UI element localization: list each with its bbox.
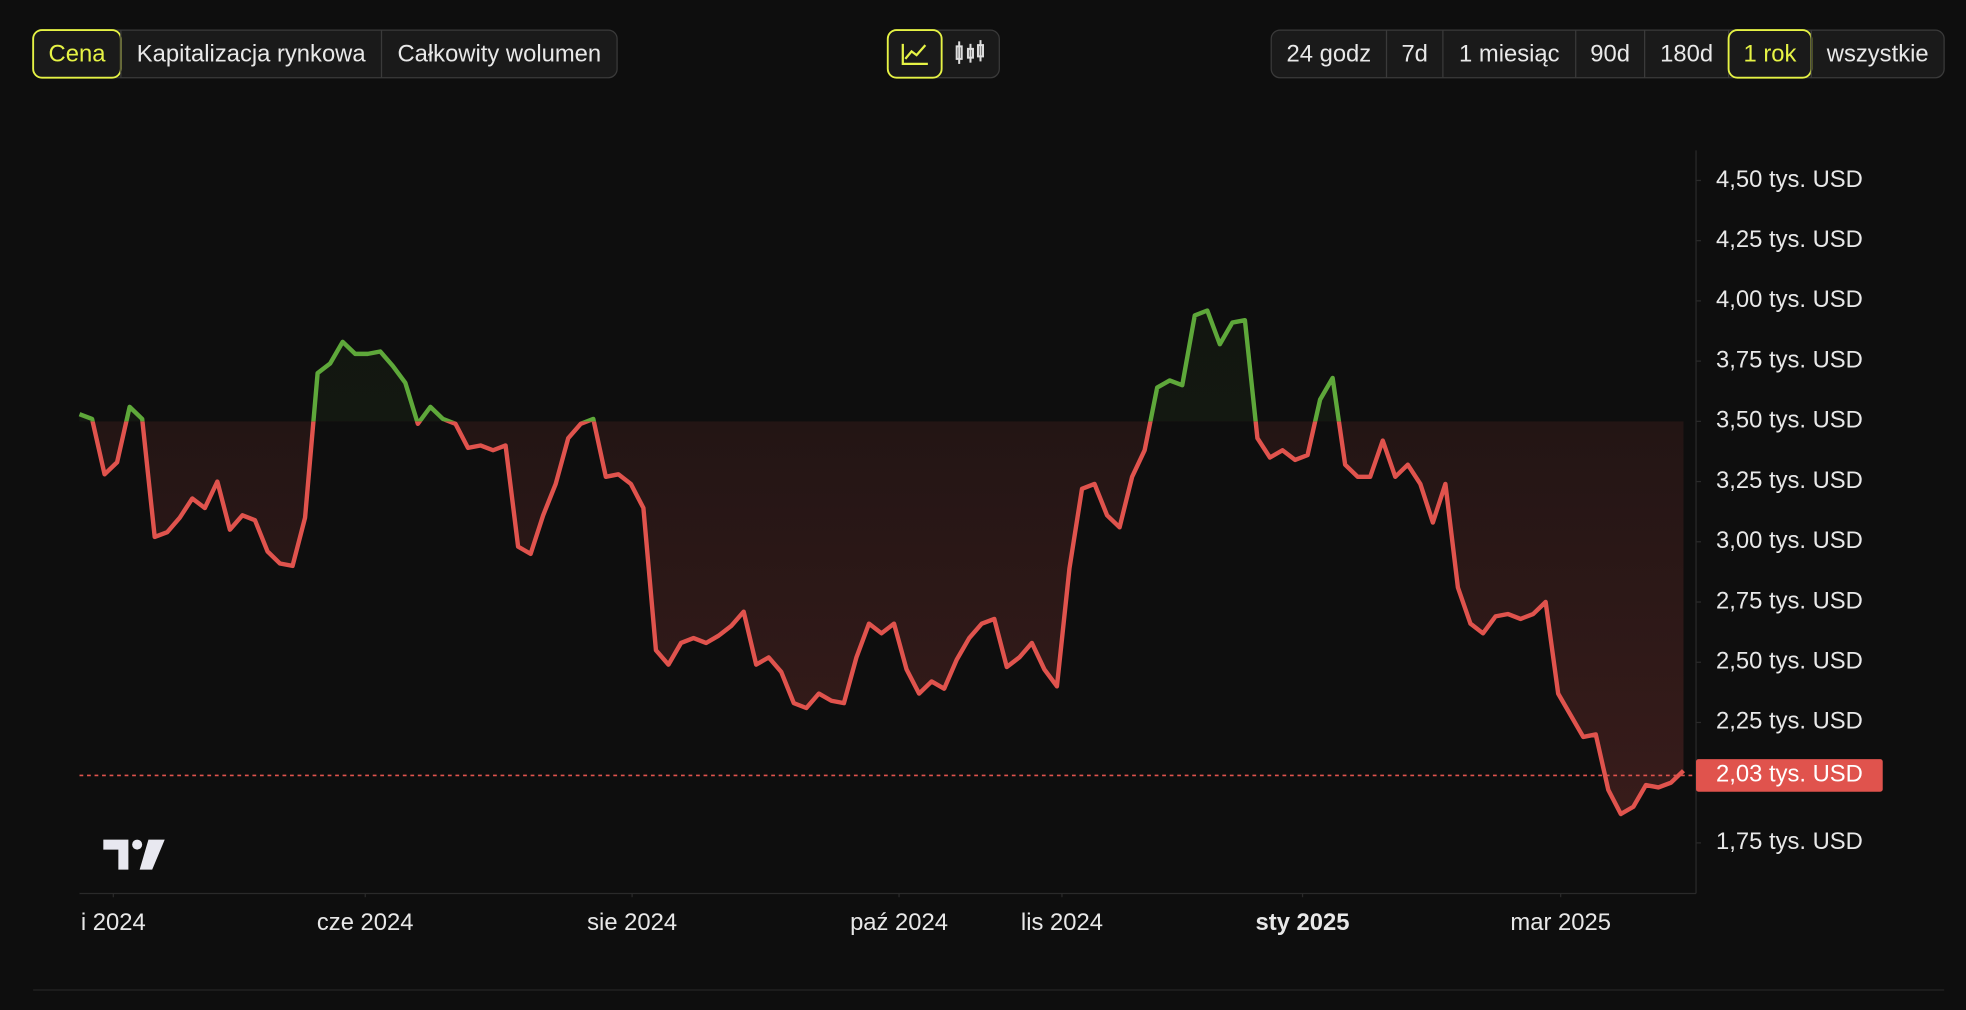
tab-label[interactable]: 24 godz bbox=[1287, 40, 1372, 67]
y-tick-label: 2,50 tys. USD bbox=[1716, 648, 1863, 675]
area-down bbox=[79, 421, 1684, 815]
area-up bbox=[79, 310, 1339, 422]
tab-label[interactable]: 1 rok bbox=[1743, 40, 1796, 67]
x-tick-label: mar 2025 bbox=[1510, 909, 1611, 936]
y-tick-label: 2,75 tys. USD bbox=[1716, 587, 1863, 614]
candle-mode-button[interactable] bbox=[955, 40, 985, 64]
x-tick-label: sty 2025 bbox=[1256, 909, 1350, 936]
y-tick-label: 3,50 tys. USD bbox=[1716, 407, 1863, 434]
logo-part bbox=[132, 839, 143, 850]
chart-type-toggle bbox=[886, 29, 1000, 79]
y-tick-label: 4,00 tys. USD bbox=[1716, 286, 1863, 313]
x-tick-label: paź 2024 bbox=[850, 909, 948, 936]
x-tick-label: sie 2024 bbox=[587, 909, 677, 936]
line-icon bbox=[901, 43, 928, 66]
price-label: 2,03 tys. USD bbox=[1716, 761, 1863, 788]
tab-label[interactable]: 7d bbox=[1401, 40, 1427, 67]
tab-label[interactable]: 1 miesiąc bbox=[1459, 40, 1560, 67]
y-tick-label: 2,25 tys. USD bbox=[1716, 708, 1863, 735]
price-label-box bbox=[1696, 759, 1883, 792]
tab-label[interactable]: 90d bbox=[1590, 40, 1630, 67]
y-tick-label: 4,50 tys. USD bbox=[1716, 166, 1863, 193]
tradingview-logo bbox=[103, 839, 165, 870]
tab-label[interactable]: wszystkie bbox=[1826, 40, 1929, 67]
tab-label[interactable]: 180d bbox=[1660, 40, 1713, 67]
y-tick-label: 3,00 tys. USD bbox=[1716, 527, 1863, 554]
y-tick-label: 1,75 tys. USD bbox=[1716, 828, 1863, 855]
x-tick-label: cze 2024 bbox=[317, 909, 414, 936]
line-up bbox=[78, 308, 1342, 422]
tab-label[interactable]: Cena bbox=[49, 40, 107, 67]
x-tick-label: lis 2024 bbox=[1021, 909, 1103, 936]
line-down bbox=[90, 421, 1686, 817]
logo-part bbox=[139, 839, 165, 870]
y-tick-label: 3,25 tys. USD bbox=[1716, 467, 1863, 494]
tab-label[interactable]: Kapitalizacja rynkowa bbox=[137, 40, 367, 67]
logo-part bbox=[103, 839, 129, 870]
y-tick-label: 4,25 tys. USD bbox=[1716, 226, 1863, 253]
tab-label[interactable]: Całkowity wolumen bbox=[397, 40, 601, 67]
y-tick-label: 3,75 tys. USD bbox=[1716, 346, 1863, 373]
x-tick-label: i 2024 bbox=[81, 909, 146, 936]
